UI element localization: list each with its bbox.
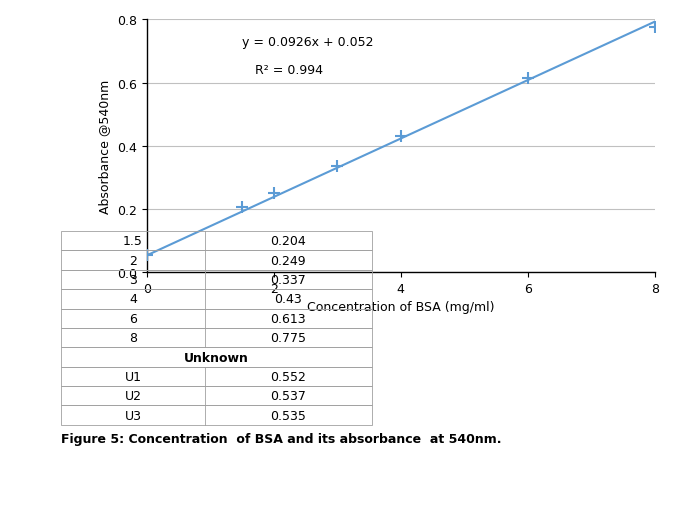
Text: U3: U3 [125,409,141,422]
Text: 4: 4 [129,293,137,306]
Text: U1: U1 [125,370,141,383]
Text: 0.552: 0.552 [270,370,306,383]
Text: Figure 5: Concentration  of BSA and its absorbance  at 540nm.: Figure 5: Concentration of BSA and its a… [61,433,502,445]
Text: 0.337: 0.337 [270,273,306,287]
Text: 6: 6 [129,312,137,325]
Text: U2: U2 [125,389,141,403]
Text: 1.5: 1.5 [123,235,143,248]
Text: 0.537: 0.537 [270,389,306,403]
Y-axis label: Absorbance @540nm: Absorbance @540nm [98,79,111,213]
Text: 0.613: 0.613 [270,312,306,325]
X-axis label: Concentration of BSA (mg/ml): Concentration of BSA (mg/ml) [307,300,494,314]
Text: 3: 3 [129,273,137,287]
Text: 0.43: 0.43 [274,293,302,306]
Text: 8: 8 [129,331,137,345]
Text: 2: 2 [129,254,137,267]
Text: 0.775: 0.775 [270,331,306,345]
Text: R² = 0.994: R² = 0.994 [254,64,323,77]
Text: 0.249: 0.249 [270,254,306,267]
Text: 0.204: 0.204 [270,235,306,248]
Text: Unknown: Unknown [184,351,249,364]
Text: 0.535: 0.535 [270,409,306,422]
Text: y = 0.0926x + 0.052: y = 0.0926x + 0.052 [242,36,374,48]
